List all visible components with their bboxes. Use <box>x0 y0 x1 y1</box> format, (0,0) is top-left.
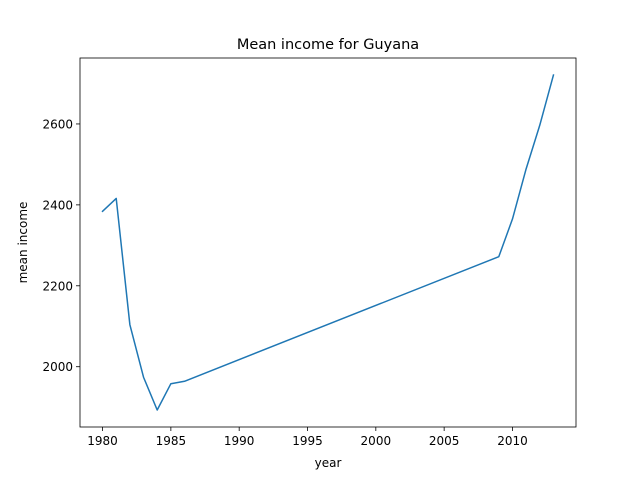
y-axis-ticks: 2000 2200 2400 2600 <box>42 117 80 374</box>
x-tick-label: 1980 <box>87 434 118 448</box>
y-tick-label: 2200 <box>42 279 73 293</box>
x-tick-label: 1985 <box>156 434 187 448</box>
x-tick-label: 2005 <box>429 434 460 448</box>
y-tick-label: 2600 <box>42 117 73 131</box>
plot-area <box>80 58 576 427</box>
chart-title: Mean income for Guyana <box>237 37 419 53</box>
x-tick-label: 2000 <box>361 434 392 448</box>
y-tick-label: 2400 <box>42 198 73 212</box>
series-line-mean-income <box>101 74 555 411</box>
y-axis-title: mean income <box>16 202 30 284</box>
plot-frame <box>79 57 577 428</box>
x-tick-label: 1995 <box>292 434 323 448</box>
x-axis-ticks: 1980 1985 1990 1995 2000 2005 2010 <box>87 427 528 448</box>
x-tick-label: 1990 <box>224 434 255 448</box>
x-tick-label: 2010 <box>497 434 528 448</box>
x-axis-title: year <box>315 456 342 470</box>
y-tick-label: 2000 <box>42 360 73 374</box>
